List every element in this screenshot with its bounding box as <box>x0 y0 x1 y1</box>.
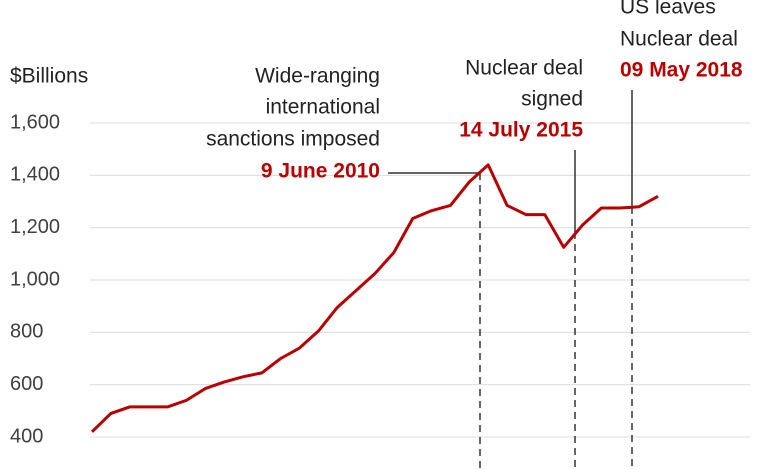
y-tick-label: 600 <box>10 373 43 395</box>
annotation-text: Nuclear deal <box>620 28 738 51</box>
y-tick-label: 1,400 <box>10 164 60 186</box>
data-line <box>90 163 659 433</box>
y-axis-label: $Billions <box>10 65 88 88</box>
annotation-text: international <box>266 96 380 119</box>
annotation-text: Nuclear deal <box>465 57 583 80</box>
y-tick-label: 1,000 <box>10 268 60 290</box>
y-tick-label: 800 <box>10 321 43 343</box>
annotation-text: Wide-ranging <box>255 65 380 88</box>
y-tick-label: 1,200 <box>10 216 60 238</box>
annotation-text: sanctions imposed <box>206 128 380 151</box>
annotation-text: US leaves <box>620 0 716 19</box>
y-tick-label: 1,600 <box>10 111 60 133</box>
annotation-date: 14 July 2015 <box>459 119 583 142</box>
annotation-text: signed <box>521 88 583 111</box>
y-tick-label: 400 <box>10 425 43 447</box>
annotation-date: 9 June 2010 <box>261 160 380 183</box>
annotation-date: 09 May 2018 <box>620 59 743 82</box>
